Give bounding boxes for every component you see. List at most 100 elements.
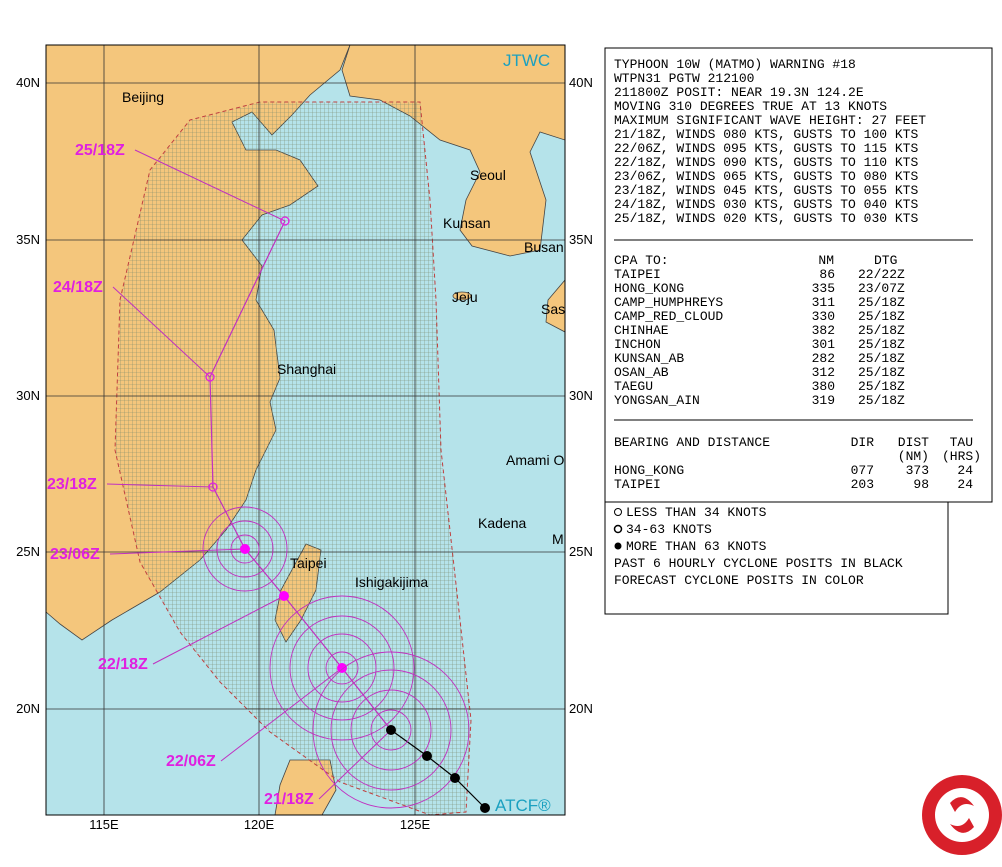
- labels: 40N 40N 35N 35N 30N 30N 25N 25N 20N 20N 115E 120E 12…: [16, 75, 593, 832]
- cpa-header: CPA TO:: [614, 253, 669, 268]
- legend-entry: PAST 6 HOURLY CYCLONE POSITS IN BLACK: [614, 556, 903, 571]
- wind-radius: [370, 709, 412, 751]
- cpa-dtg: 23/07Z: [858, 281, 905, 296]
- wind-radius: [202, 506, 288, 592]
- cpa-dtg: 25/18Z: [858, 365, 905, 380]
- jeju-island: [452, 291, 472, 301]
- lon-label: 115E: [89, 817, 119, 832]
- bearing-place: TAIPEI: [614, 477, 661, 492]
- warning-line: 23/18Z, WINDS 045 KTS, GUSTS TO 055 KTS: [614, 183, 918, 198]
- legend-entry: MORE THAN 63 KNOTS: [626, 539, 767, 554]
- forecast-label: 23/18Z: [47, 476, 97, 493]
- bearing-header: TAU: [950, 435, 973, 450]
- label-leader: [106, 483, 214, 488]
- bearing-tau: 24: [957, 463, 973, 478]
- forecast-label: 21/18Z: [264, 791, 314, 808]
- position: [280, 216, 290, 226]
- label-leader: [318, 729, 392, 800]
- bearing-subheader: (NM): [898, 449, 929, 464]
- cpa-place: INCHON: [614, 337, 661, 352]
- warning-line: WTPN31 PGTW 212100: [614, 71, 754, 86]
- warning-line: TYPHOON 10W (MATMO) WARNING #18: [614, 57, 856, 72]
- place-label: Ishigakijima: [355, 574, 428, 590]
- bearing-tau: 24: [957, 477, 973, 492]
- warning-line: MAXIMUM SIGNIFICANT WAVE HEIGHT: 27 FEET: [614, 113, 926, 128]
- warning-line: 23/06Z, WINDS 065 KTS, GUSTS TO 080 KTS: [614, 169, 918, 184]
- position: [337, 663, 347, 673]
- legend-panel: [604, 501, 949, 615]
- lat-label: 30N: [16, 388, 40, 403]
- cpa-nm: 301: [812, 337, 836, 352]
- bearing-dist: 98: [913, 477, 929, 492]
- cpa-dtg: 25/18Z: [858, 337, 905, 352]
- position: [386, 725, 396, 735]
- lat-label: 40N: [16, 75, 40, 90]
- cpa-place: HONG_KONG: [614, 281, 684, 296]
- legend-symbol: [614, 542, 622, 550]
- bearing-dist: 373: [906, 463, 929, 478]
- place-label: Taipei: [290, 555, 327, 571]
- brand: JTWC: [503, 51, 550, 70]
- cpa-nm: 335: [812, 281, 835, 296]
- forecast-label: 22/18Z: [98, 656, 148, 673]
- cpa-header: NM: [818, 253, 834, 268]
- label-leader: [134, 149, 286, 222]
- cpa-nm: 330: [812, 309, 835, 324]
- legend-entry: 34-63 KNOTS: [626, 522, 712, 537]
- track: [106, 149, 490, 813]
- warning-line: 22/18Z, WINDS 090 KTS, GUSTS TO 110 KTS: [614, 155, 918, 170]
- warning-line: 22/06Z, WINDS 095 KTS, GUSTS TO 115 KTS: [614, 141, 918, 156]
- label-leader: [152, 595, 285, 665]
- korea: [341, 45, 565, 257]
- jtwc-logo: [922, 775, 1002, 855]
- legend-entry: FORECAST CYCLONE POSITS IN COLOR: [614, 573, 864, 588]
- cpa-dtg: 25/18Z: [858, 379, 905, 394]
- place-label: Shanghai: [277, 361, 336, 377]
- cpa-dtg: 22/22Z: [858, 267, 905, 282]
- bearing-subheader: (HRS): [942, 449, 981, 464]
- cpa-place: TAIPEI: [614, 267, 661, 282]
- warning-line: 25/18Z, WINDS 020 KTS, GUSTS TO 030 KTS: [614, 211, 918, 226]
- legend-symbol: [613, 524, 623, 534]
- warning-line: MOVING 310 DEGREES TRUE AT 13 KNOTS: [614, 99, 887, 114]
- cpa-place: YONGSAN_AIN: [614, 393, 700, 408]
- lat-label: 30N: [569, 388, 593, 403]
- cpa-nm: 380: [812, 379, 835, 394]
- bearing-header: BEARING AND DISTANCE: [614, 435, 770, 450]
- cpa-place: OSAN_AB: [614, 365, 669, 380]
- wind-radius: [350, 689, 432, 771]
- wind-radius: [269, 595, 415, 741]
- cpa-nm: 311: [812, 295, 836, 310]
- place-label: Sas: [541, 301, 565, 317]
- label-leader: [112, 286, 211, 378]
- cpa-place: KUNSAN_AB: [614, 351, 684, 366]
- past-position: [480, 803, 490, 813]
- legend-entry: LESS THAN 34 KNOTS: [626, 505, 767, 520]
- graticule: [46, 45, 565, 815]
- warning-line: 24/18Z, WINDS 030 KTS, GUSTS TO 040 KTS: [614, 197, 918, 212]
- lat-label: 25N: [569, 544, 593, 559]
- cpa-place: CAMP_RED_CLOUD: [614, 309, 723, 324]
- cpa-header: DTG: [874, 253, 897, 268]
- bearing-header: DIR: [851, 435, 875, 450]
- lat-label: 35N: [569, 232, 593, 247]
- cpa-nm: 86: [819, 267, 835, 282]
- lon-label: 120E: [244, 817, 275, 832]
- lat-label: 35N: [16, 232, 40, 247]
- warning-line: 21/18Z, WINDS 080 KTS, GUSTS TO 100 KTS: [614, 127, 918, 142]
- past-position: [422, 751, 432, 761]
- place-label: Kunsan: [443, 215, 490, 231]
- track-line: [390, 729, 486, 809]
- place-label: M: [552, 531, 564, 547]
- cpa-nm: 282: [812, 351, 835, 366]
- bearing-header: DIST: [898, 435, 929, 450]
- place-label: Jeju: [452, 289, 478, 305]
- cpa-nm: 312: [812, 365, 835, 380]
- position: [240, 544, 250, 554]
- danger-area: [114, 101, 472, 815]
- position: [208, 482, 218, 492]
- label-leader: [109, 548, 246, 555]
- lon-label: 125E: [400, 817, 431, 832]
- position: [205, 372, 215, 382]
